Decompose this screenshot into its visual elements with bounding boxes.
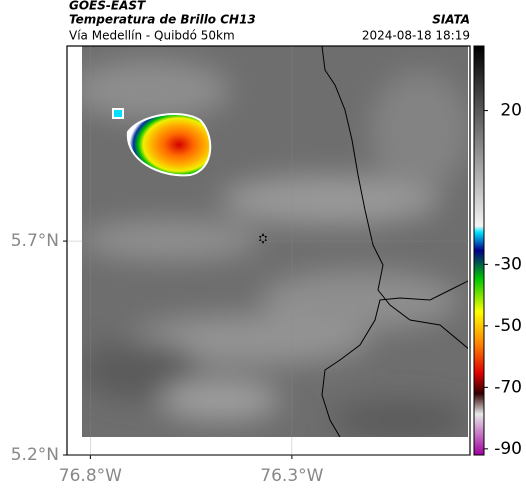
colorbar-label: -90: [494, 439, 522, 459]
colorbar-label: 20: [500, 101, 522, 121]
colorbar-label: -30: [494, 254, 522, 274]
x-tick-label: 76.8°W: [59, 466, 122, 486]
source: SIATA: [432, 13, 470, 27]
colorbar-label: -50: [494, 316, 522, 336]
region: Vía Medellín - Quibdó 50km: [69, 29, 235, 43]
colorbar-label: -70: [494, 377, 522, 397]
x-tick-label: 76.3°W: [260, 466, 323, 486]
colorbar: [473, 45, 485, 456]
y-tick-label: 5.2°N: [11, 445, 59, 465]
satellite: GOES-EAST: [69, 0, 146, 13]
product: Temperatura de Brillo CH13: [69, 13, 256, 27]
satellite-image: [82, 46, 468, 437]
y-tick-label: 5.7°N: [11, 231, 59, 251]
datetime: 2024-08-18 18:19: [362, 29, 470, 43]
